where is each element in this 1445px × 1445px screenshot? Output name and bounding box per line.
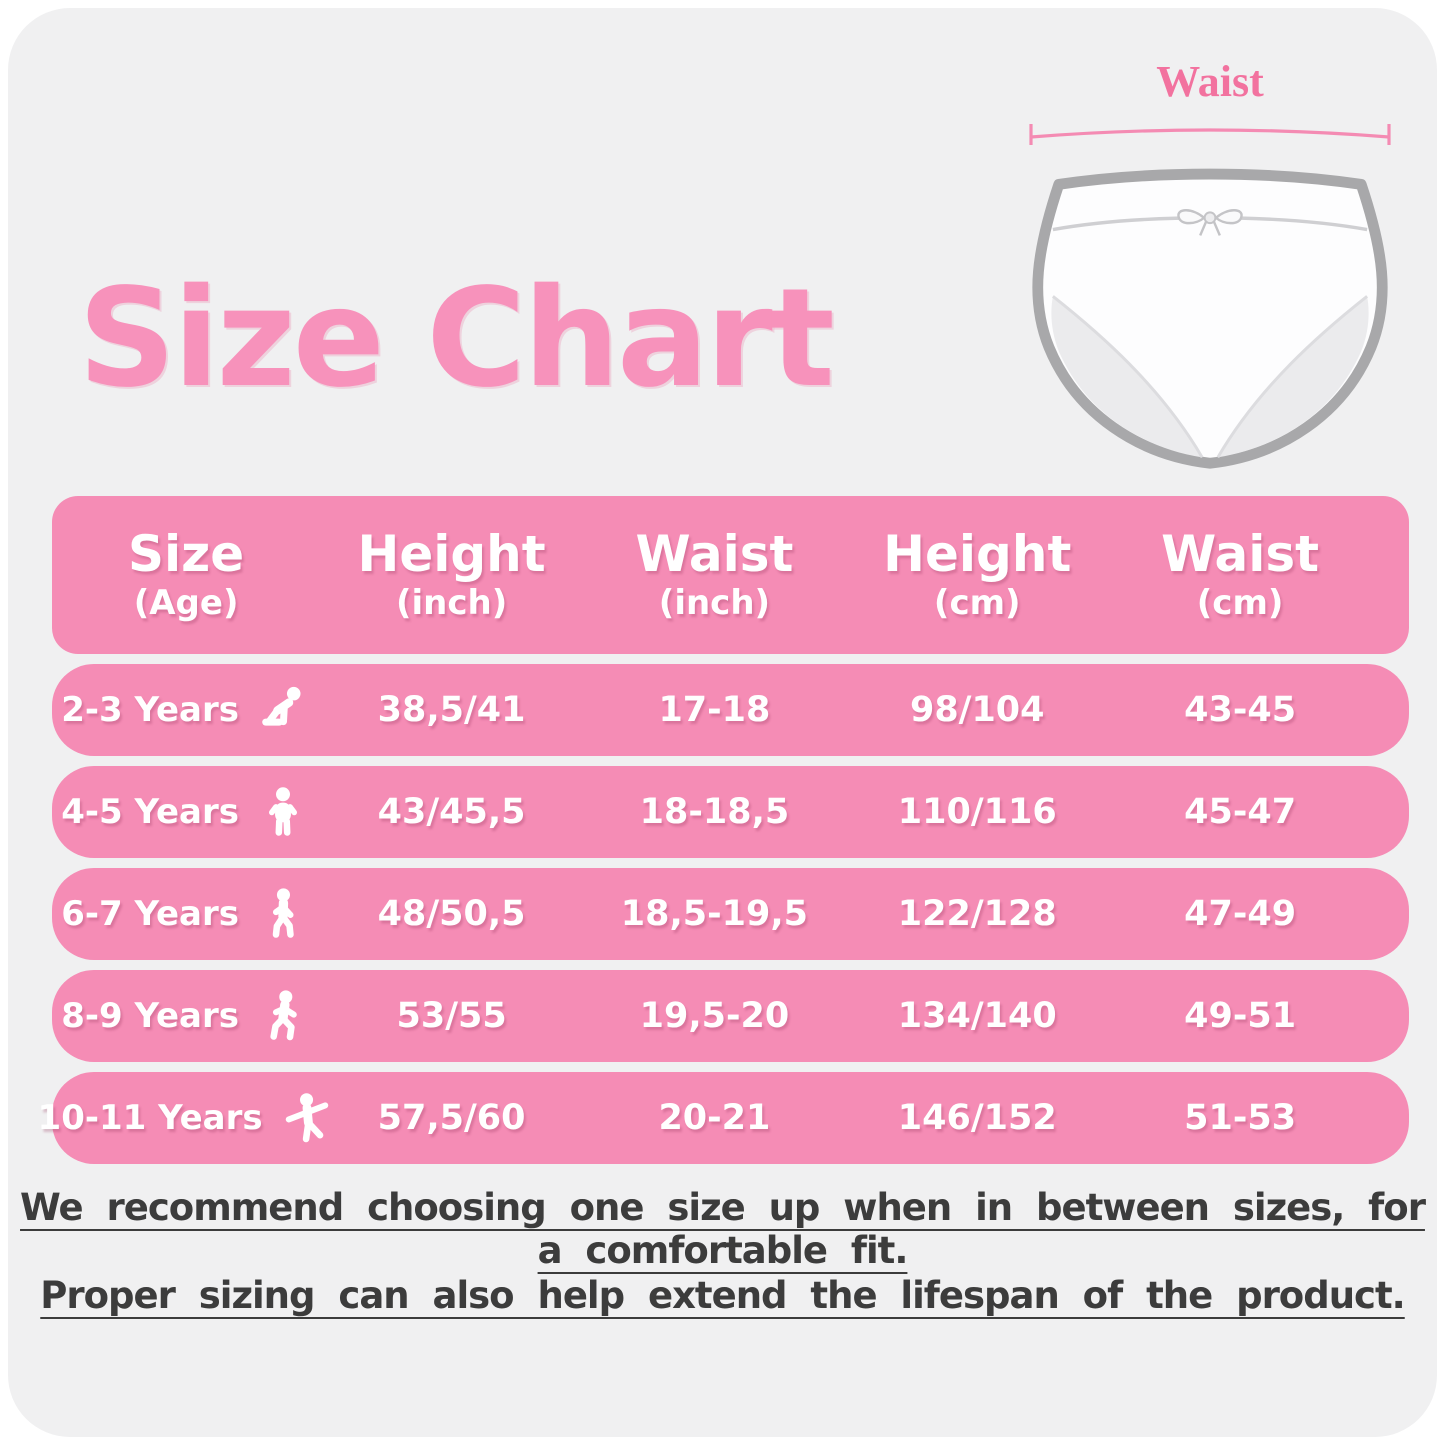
height-inch-value: 57,5/60 <box>377 1098 526 1138</box>
table-row: 8-9 Years 53/55 19,5-20 134/140 49-51 <box>52 970 1409 1062</box>
header-waist-inch-label: Waist <box>635 525 794 584</box>
waist-cm-value: 47-49 <box>1184 894 1297 934</box>
header-size-unit: (Age) <box>133 583 239 624</box>
table-row: 2-3 Years 38,5/41 17-18 98/104 43-45 <box>52 664 1409 756</box>
underwear-briefs-icon <box>1032 168 1388 469</box>
waist-inch-value: 18-18,5 <box>639 792 790 832</box>
waist-inch-value: 19,5-20 <box>639 996 790 1036</box>
header-height-inch-label: Height <box>357 525 546 584</box>
waist-inch-value: 20-21 <box>658 1098 771 1138</box>
age-label: 10-11 Years <box>37 1098 263 1138</box>
page-title: Size Chart <box>78 260 835 418</box>
size-age-cell: 10-11 Years <box>38 1087 328 1149</box>
header-height-inch-unit: (inch) <box>395 583 508 624</box>
header-waist-cm-unit: (cm) <box>1196 583 1284 624</box>
table-body: 2-3 Years 38,5/41 17-18 98/104 43-45 4-5… <box>38 664 1409 1164</box>
header-height-cm-unit: (cm) <box>933 583 1021 624</box>
table-row: 4-5 Years 43/45,5 18-18,5 110/116 45-47 <box>52 766 1409 858</box>
waist-cm-value: 43-45 <box>1184 690 1297 730</box>
toddler-standing-icon <box>255 781 311 843</box>
height-cm-value: 146/152 <box>897 1098 1057 1138</box>
header-height-cm-label: Height <box>883 525 1072 584</box>
header-waist-cm: Waist (cm) <box>1109 528 1372 621</box>
child-dancing-icon <box>279 1087 335 1149</box>
bow-icon <box>1177 209 1243 236</box>
header-waist-inch-unit: (inch) <box>658 583 771 624</box>
size-age-cell: 2-3 Years <box>52 679 320 741</box>
table-row: 6-7 Years 48/50,5 18,5-19,5 122/128 47-4… <box>52 868 1409 960</box>
age-label: 4-5 Years <box>61 792 239 832</box>
header-size-label: Size <box>128 525 245 584</box>
size-age-cell: 4-5 Years <box>52 781 320 843</box>
height-cm-value: 98/104 <box>909 690 1045 730</box>
age-label: 2-3 Years <box>61 690 239 730</box>
child-striding-icon <box>255 985 311 1047</box>
age-label: 6-7 Years <box>61 894 239 934</box>
waist-label: Waist <box>1156 57 1264 106</box>
waist-diagram: Waist <box>1023 56 1397 475</box>
child-walking-icon <box>255 883 311 945</box>
height-inch-value: 38,5/41 <box>377 690 526 730</box>
size-chart-card: Size Chart Waist <box>8 8 1437 1437</box>
height-inch-value: 43/45,5 <box>377 792 526 832</box>
size-table: Size (Age) Height (inch) Waist (inch) He… <box>38 496 1409 1164</box>
height-cm-value: 134/140 <box>897 996 1057 1036</box>
table-header-row: Size (Age) Height (inch) Waist (inch) He… <box>52 496 1409 654</box>
header-waist-cm-label: Waist <box>1161 525 1320 584</box>
height-inch-value: 48/50,5 <box>377 894 526 934</box>
header-height-inch: Height (inch) <box>320 528 583 621</box>
note-lifespan: Proper sizing can also help extend the l… <box>40 1274 1405 1317</box>
note-size-up: We recommend choosing one size up when i… <box>20 1186 1426 1272</box>
height-inch-value: 53/55 <box>396 996 507 1036</box>
header-size: Size (Age) <box>52 528 320 621</box>
waist-cm-value: 49-51 <box>1184 996 1297 1036</box>
waist-cm-value: 45-47 <box>1184 792 1297 832</box>
header-height-cm: Height (cm) <box>846 528 1109 621</box>
waist-inch-value: 18,5-19,5 <box>620 894 809 934</box>
height-cm-value: 110/116 <box>897 792 1057 832</box>
waist-cm-value: 51-53 <box>1184 1098 1297 1138</box>
baby-crawling-icon <box>255 679 311 741</box>
header-waist-inch: Waist (inch) <box>583 528 846 621</box>
size-age-cell: 6-7 Years <box>52 883 320 945</box>
height-cm-value: 122/128 <box>897 894 1057 934</box>
table-row: 10-11 Years 57,5/60 20-21 146/152 51-53 <box>38 1072 1409 1164</box>
age-label: 8-9 Years <box>61 996 239 1036</box>
size-age-cell: 8-9 Years <box>52 985 320 1047</box>
waist-measure-line-icon <box>1029 124 1391 145</box>
waist-inch-value: 17-18 <box>658 690 771 730</box>
